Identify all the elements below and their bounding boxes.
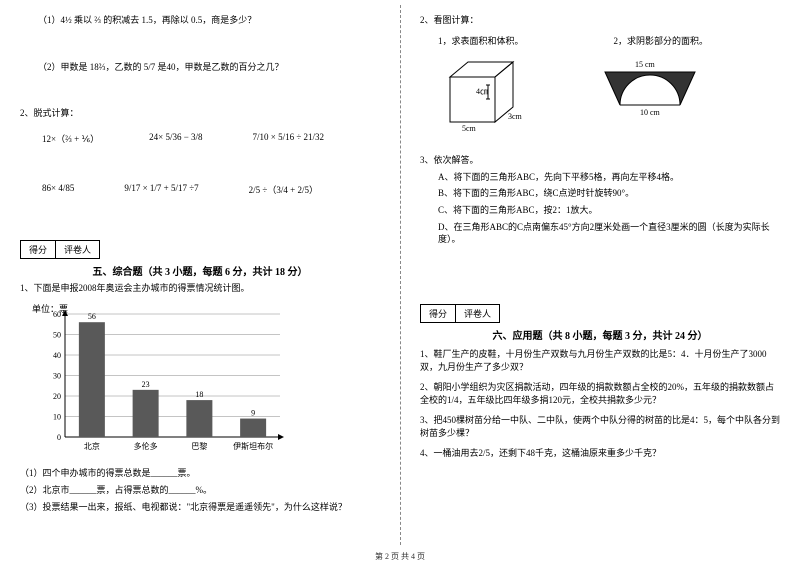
formula: 86× 4/85	[42, 183, 74, 196]
page-footer: 第 2 页 共 4 页	[0, 551, 800, 562]
q5-sub1: （1）四个申办城市的得票总数是______票。	[20, 467, 380, 480]
q3-a: A、将下面的三角形ABC，先向下平移5格，再向左平移4格。	[438, 171, 780, 184]
reviewer-label: 评卷人	[56, 241, 99, 258]
section5-title: 五、综合题（共 3 小题，每题 6 分，共计 18 分）	[20, 263, 380, 278]
q5-sub3: （3）投票结果一出来，报纸、电视都说："北京得票是遥遥领先"，为什么这样说？	[20, 501, 380, 514]
arch-icon: 15 cm 10 cm	[590, 57, 710, 117]
svg-text:30: 30	[53, 372, 61, 381]
cube-icon: 4㎝ 5cm 3cm	[440, 57, 530, 132]
cube-w-label: 5cm	[462, 124, 477, 132]
q3-title: 3、依次解答。	[420, 154, 780, 167]
left-column: （1）4½ 乘以 ⅔ 的积减去 1.5，再除以 0.5，商是多少？ （2）甲数是…	[0, 0, 400, 565]
right-column: 2、看图计算： 1，求表面积和体积。 2，求阴影部分的面积。 4㎝ 5cm 3c…	[400, 0, 800, 565]
arch-figure: 15 cm 10 cm	[590, 57, 710, 132]
formula-row-1: 12×（⅔ + ⅙） 24× 5/36 − 3/8 7/10 × 5/16 ÷ …	[42, 132, 380, 145]
arch-bot-label: 10 cm	[640, 108, 661, 117]
formula: 9/17 × 1/7 + 5/17 ÷7	[124, 183, 198, 196]
svg-text:56: 56	[88, 313, 96, 322]
svg-text:40: 40	[53, 351, 61, 360]
arch-top-label: 15 cm	[635, 60, 656, 69]
q1-2: （2）甲数是 18⅔，乙数的 5/7 是40，甲数是乙数的百分之几？	[38, 61, 380, 74]
bar-chart: 单位：票 0 10 20 30 40 50 60 56 北京 23 多伦多 18 巴黎 9 伊斯坦布尔	[30, 302, 380, 459]
formula-row-2: 86× 4/85 9/17 × 1/7 + 5/17 ÷7 2/5 ÷（3/4 …	[42, 183, 380, 196]
q2-title: 2、脱式计算：	[20, 107, 380, 120]
svg-text:多伦多: 多伦多	[134, 441, 158, 451]
formula: 7/10 × 5/16 ÷ 21/32	[253, 132, 325, 145]
q2r-a: 1，求表面积和体积。	[438, 35, 524, 48]
svg-text:18: 18	[195, 390, 203, 399]
svg-text:0: 0	[57, 433, 61, 442]
q5-sub2: （2）北京市______票，占得票总数的______%。	[20, 484, 380, 497]
q2r-title: 2、看图计算：	[420, 14, 780, 27]
svg-text:23: 23	[142, 380, 150, 389]
q5-1: 1、下面是申报2008年奥运会主办城市的得票情况统计图。	[20, 282, 380, 295]
reviewer-label: 评卷人	[456, 305, 499, 322]
score-label: 得分	[421, 305, 456, 322]
svg-text:9: 9	[251, 409, 255, 418]
q6-1: 1、鞋厂生产的皮鞋，十月份生产双数与九月份生产双数的比是5：4．十月份生产了30…	[420, 348, 780, 375]
formula: 12×（⅔ + ⅙）	[42, 132, 99, 145]
svg-text:巴黎: 巴黎	[191, 441, 207, 451]
cube-h-label: 4㎝	[476, 87, 488, 96]
q3-c: C、将下面的三角形ABC，按2：1放大。	[438, 204, 780, 217]
q1-1: （1）4½ 乘以 ⅔ 的积减去 1.5，再除以 0.5，商是多少？	[38, 14, 380, 27]
score-box: 得分 评卷人	[20, 240, 100, 259]
score-label: 得分	[21, 241, 56, 258]
formula: 24× 5/36 − 3/8	[149, 132, 202, 145]
q6-3: 3、把450棵树苗分给一中队、二中队，使两个中队分得的树苗的比是4：5，每个中队…	[420, 414, 780, 441]
q3-d: D、在三角形ABC的C点南偏东45°方向2厘米处画一个直径3厘米的圆（长度为实际…	[438, 221, 780, 246]
formula: 2/5 ÷（3/4 + 2/5）	[249, 183, 318, 196]
score-box-r: 得分 评卷人	[420, 304, 500, 323]
svg-text:伊斯坦布尔: 伊斯坦布尔	[233, 441, 273, 451]
svg-text:10: 10	[53, 413, 61, 422]
q6-4: 4、一桶油用去2/5，还剩下48千克，这桶油原来重多少千克？	[420, 447, 780, 461]
svg-text:50: 50	[53, 331, 61, 340]
q3-b: B、将下面的三角形ABC，绕C点逆时针旋转90°。	[438, 187, 780, 200]
cube-figure: 4㎝ 5cm 3cm	[440, 57, 530, 132]
svg-text:60: 60	[53, 310, 61, 319]
section6-title: 六、应用题（共 8 小题，每题 3 分，共计 24 分）	[420, 327, 780, 342]
q2r-b: 2，求阴影部分的面积。	[614, 35, 709, 48]
svg-text:单位：票: 单位：票	[32, 303, 68, 314]
cube-d-label: 3cm	[508, 112, 523, 121]
svg-text:20: 20	[53, 392, 61, 401]
svg-text:北京: 北京	[84, 441, 100, 451]
q6-2: 2、朝阳小学组织为灾区捐款活动，四年级的捐款数额占全校的20%，五年级的捐款数额…	[420, 381, 780, 408]
